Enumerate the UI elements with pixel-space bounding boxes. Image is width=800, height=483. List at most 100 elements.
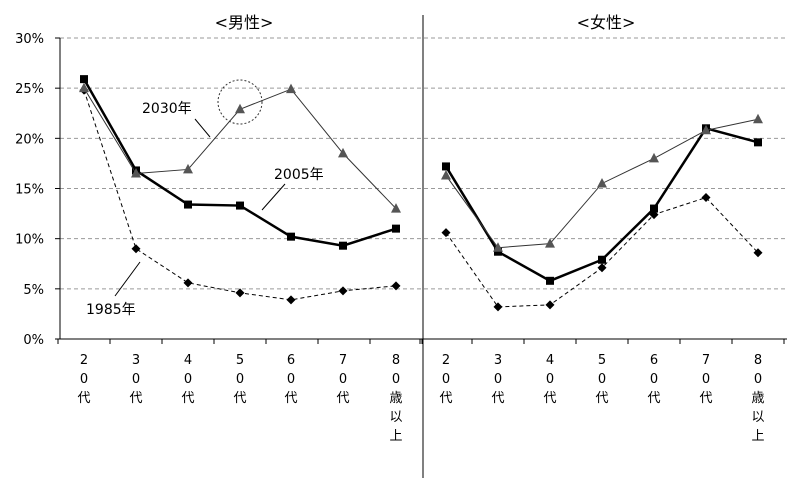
x-tick-label: 代 — [181, 391, 194, 406]
x-tick-label: 7 — [339, 353, 347, 368]
axes-layer — [55, 15, 787, 478]
x-tick-label: 歳 — [389, 391, 402, 406]
data-point-diamond — [235, 288, 245, 298]
x-tick-label: 代 — [336, 391, 349, 406]
x-tick-label: 以 — [751, 410, 764, 425]
data-point-square — [546, 276, 554, 285]
data-point-diamond — [545, 300, 555, 310]
x-tick-label: 0 — [339, 372, 347, 387]
data-point-square — [339, 241, 347, 250]
data-point-square — [184, 200, 192, 209]
x-tick-label: 0 — [287, 372, 295, 387]
y-tick-label: 20% — [15, 132, 44, 147]
data-point-diamond — [701, 193, 711, 203]
data-point-triangle — [131, 167, 141, 178]
y-tick-label: 30% — [15, 32, 44, 47]
x-tick-label: 4 — [546, 353, 554, 368]
x-tick-label: 代 — [284, 391, 297, 406]
data-point-diamond — [493, 302, 503, 312]
pointer-2030 — [194, 118, 211, 138]
x-tick-label: 代 — [129, 391, 142, 406]
x-tick-label: 0 — [598, 372, 606, 387]
x-tick-label: 0 — [442, 372, 450, 387]
x-tick-label: 0 — [702, 372, 710, 387]
data-point-square — [494, 247, 502, 256]
x-tick-label: 代 — [647, 391, 660, 406]
data-point-triangle — [701, 124, 711, 135]
data-point-triangle — [649, 152, 659, 163]
annotation-2030: 2030年 — [142, 101, 192, 117]
series-line — [83, 90, 397, 301]
y-tick-label: 10% — [15, 233, 44, 248]
pointer-2005 — [261, 183, 286, 211]
text-layer: <男性> <女性> 2030年 2005年 1985年 0%5%10%15%20… — [15, 13, 764, 444]
x-tick-label: 6 — [650, 353, 658, 368]
x-tick-label: 0 — [236, 372, 244, 387]
male-panel-title: <男性> — [215, 13, 274, 32]
x-tick-label: 3 — [494, 353, 502, 368]
data-point-triangle — [753, 113, 763, 124]
x-tick-label: 6 — [287, 353, 295, 368]
annotation-2005: 2005年 — [274, 167, 324, 183]
data-point-triangle — [597, 177, 607, 188]
data-point-triangle — [79, 82, 89, 93]
data-point-diamond — [597, 263, 607, 273]
y-tick-label: 25% — [15, 82, 44, 97]
data-point-triangle — [338, 147, 348, 158]
x-tick-label: 2 — [442, 353, 450, 368]
y-tick-label: 0% — [23, 333, 44, 348]
female-panel-title: <女性> — [577, 13, 636, 32]
data-point-diamond — [183, 278, 193, 288]
x-tick-label: 0 — [546, 372, 554, 387]
data-point-square — [598, 255, 606, 264]
x-tick-label: 歳 — [751, 391, 764, 406]
data-point-square — [754, 138, 762, 147]
x-tick-label: 3 — [132, 353, 140, 368]
x-tick-label: 8 — [392, 353, 400, 368]
x-tick-label: 0 — [132, 372, 140, 387]
x-tick-label: 5 — [236, 353, 244, 368]
x-tick-label: 代 — [439, 391, 452, 406]
data-point-diamond — [131, 244, 141, 254]
y-tick-label: 15% — [15, 183, 44, 198]
data-point-triangle — [545, 238, 555, 248]
x-tick-label: 7 — [702, 353, 710, 368]
data-point-triangle — [493, 242, 503, 252]
highlight-circle — [217, 79, 263, 125]
x-tick-label: 5 — [598, 353, 606, 368]
data-point-triangle — [391, 203, 401, 213]
x-tick-label: 代 — [699, 391, 712, 406]
data-point-diamond — [753, 248, 763, 258]
data-point-square — [442, 162, 450, 171]
data-point-diamond — [391, 281, 401, 291]
x-tick-label: 代 — [77, 391, 90, 406]
series-line — [445, 196, 759, 308]
x-tick-label: 2 — [80, 353, 88, 368]
x-tick-label: 上 — [751, 429, 764, 444]
pointer-1985 — [114, 261, 141, 297]
x-tick-label: 以 — [389, 410, 402, 425]
x-tick-label: 4 — [184, 353, 192, 368]
data-point-square — [392, 224, 400, 233]
data-point-diamond — [338, 286, 348, 296]
data-point-square — [236, 201, 244, 210]
x-tick-label: 代 — [543, 391, 556, 406]
x-tick-label: 代 — [595, 391, 608, 406]
x-tick-label: 0 — [80, 372, 88, 387]
data-point-square — [287, 232, 295, 241]
data-point-triangle — [235, 103, 245, 114]
x-tick-label: 0 — [754, 372, 762, 387]
data-point-triangle — [286, 83, 296, 94]
x-tick-label: 上 — [389, 429, 402, 444]
x-tick-label: 0 — [184, 372, 192, 387]
x-tick-label: 代 — [233, 391, 246, 406]
data-point-diamond — [286, 295, 296, 305]
data-point-square — [80, 75, 88, 84]
x-tick-label: 0 — [392, 372, 400, 387]
data-point-square — [650, 204, 658, 213]
series-layer — [79, 75, 763, 312]
data-point-triangle — [183, 163, 193, 174]
data-point-diamond — [441, 228, 451, 238]
x-tick-label: 代 — [491, 391, 504, 406]
